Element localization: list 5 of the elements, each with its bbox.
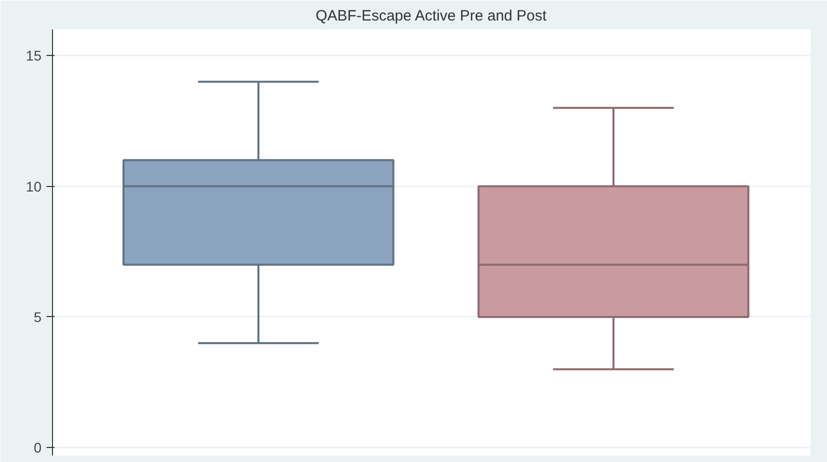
y-tick-label: 15 [26,48,42,64]
y-tick-label: 5 [34,308,42,325]
y-tick-label: 10 [26,178,42,194]
y-tick-label: 0 [34,440,42,456]
chart-title: QABF-Escape Active Pre and Post [316,8,548,24]
